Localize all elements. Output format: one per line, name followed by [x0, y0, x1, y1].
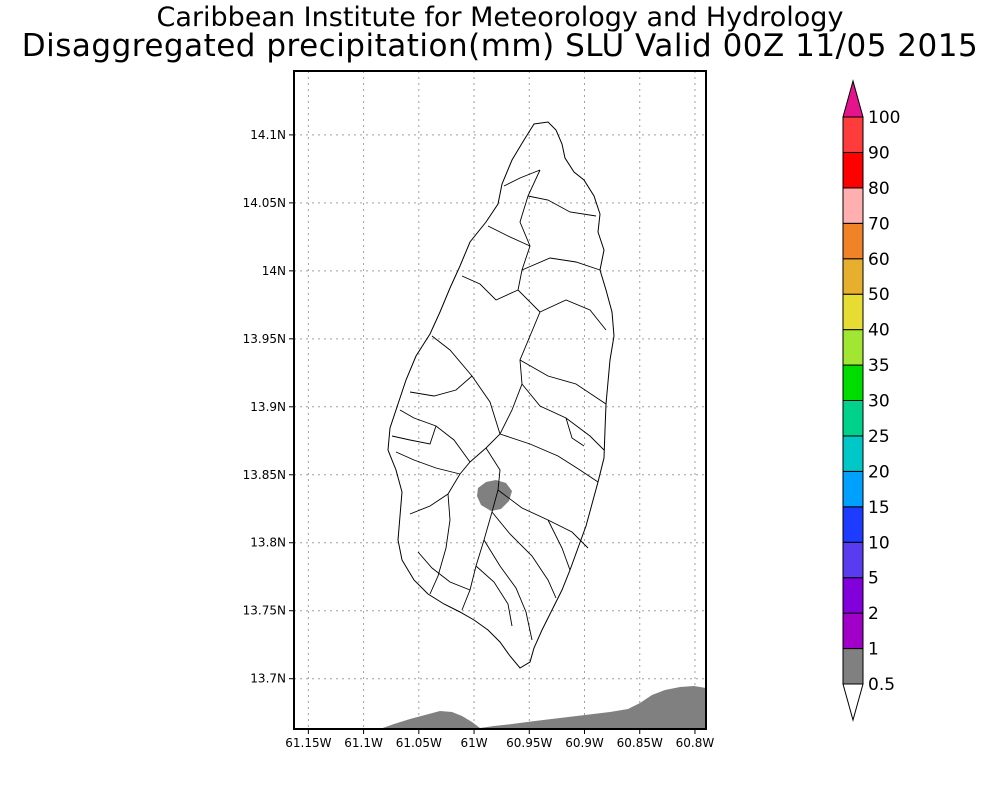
lat-tick-label: 13.7N	[250, 672, 286, 686]
colorbar-label: 1	[868, 640, 879, 660]
colorbar-label: 40	[868, 321, 890, 341]
longitude-axis: 61.15W 61.1W 61.05W 61W 60.95W 60.9W 60.85W 60.…	[285, 729, 714, 750]
watershed-boundaries	[391, 169, 607, 641]
lat-tick-label: 14.1N	[250, 128, 286, 142]
lon-tick-label: 60.95W	[506, 736, 552, 750]
colorbar-label: 70	[868, 214, 890, 234]
lat-tick-label: 13.95N	[243, 332, 286, 346]
map-grid	[294, 71, 706, 729]
lon-tick-label: 60.9W	[565, 736, 604, 750]
colorbar-swatch	[842, 187, 864, 224]
colorbar-label: 0.5	[868, 675, 895, 695]
colorbar-arrow-bottom	[842, 683, 864, 722]
lon-tick-label: 61.05W	[396, 736, 442, 750]
colorbar-swatch	[842, 648, 864, 685]
lon-tick-label: 61.1W	[344, 736, 383, 750]
lon-tick-label: 61.15W	[285, 736, 331, 750]
colorbar-label: 15	[868, 498, 890, 518]
colorbar-label: 90	[868, 143, 890, 163]
colorbar-swatch	[842, 222, 864, 260]
latitude-axis: 14.1N 14.05N 14N 13.95N 13.9N 13.85N 13.8N 13.7…	[243, 128, 294, 686]
colorbar-label: 50	[868, 285, 890, 305]
colorbar-swatch	[842, 470, 864, 508]
colorbar-label: 20	[868, 462, 890, 482]
colorbar-swatch	[842, 329, 864, 366]
title-line-1: Caribbean Institute for Meteorology and …	[156, 2, 844, 33]
colorbar-swatch	[842, 293, 864, 331]
colorbar-label: 80	[868, 179, 890, 199]
lat-tick-label: 14N	[262, 264, 286, 278]
colorbar-swatch	[842, 577, 864, 614]
colorbar-arrow-top	[842, 79, 864, 118]
colorbar-label: 30	[868, 392, 890, 412]
colorbar-label: 60	[868, 250, 890, 270]
lat-tick-label: 14.05N	[243, 196, 286, 210]
colorbar-swatch	[842, 435, 864, 472]
map-background	[294, 71, 706, 729]
colorbar-label: 25	[868, 427, 890, 447]
colorbar-label: 2	[868, 604, 879, 624]
colorbar-swatch	[842, 151, 864, 189]
map-frame	[293, 70, 707, 730]
colorbar-swatch	[842, 506, 864, 543]
lat-tick-label: 13.9N	[250, 400, 286, 414]
lat-tick-label: 13.85N	[243, 468, 286, 482]
colorbar-label: 35	[868, 356, 890, 376]
title-line-2: Disaggregated precipitation(mm) SLU Vali…	[21, 28, 979, 64]
precip-area-central	[477, 480, 512, 511]
colorbar-label: 100	[868, 108, 900, 128]
colorbar-label: 5	[868, 569, 879, 589]
colorbar-swatch	[842, 364, 864, 401]
precip-area-south	[380, 686, 706, 729]
lat-tick-label: 13.8N	[250, 536, 286, 550]
island-coastline	[387, 121, 615, 669]
precip-areas	[380, 480, 706, 729]
colorbar-swatch	[842, 116, 864, 153]
lon-tick-label: 60.85W	[617, 736, 663, 750]
colorbar-swatch	[842, 258, 864, 295]
lon-tick-label: 60.8W	[676, 736, 715, 750]
colorbar-swatch	[842, 612, 864, 650]
lat-tick-label: 13.75N	[243, 604, 286, 618]
colorbar-swatch	[842, 400, 864, 437]
lon-tick-label: 61W	[460, 736, 487, 750]
colorbar-label: 10	[868, 533, 890, 553]
colorbar-swatch	[842, 541, 864, 579]
